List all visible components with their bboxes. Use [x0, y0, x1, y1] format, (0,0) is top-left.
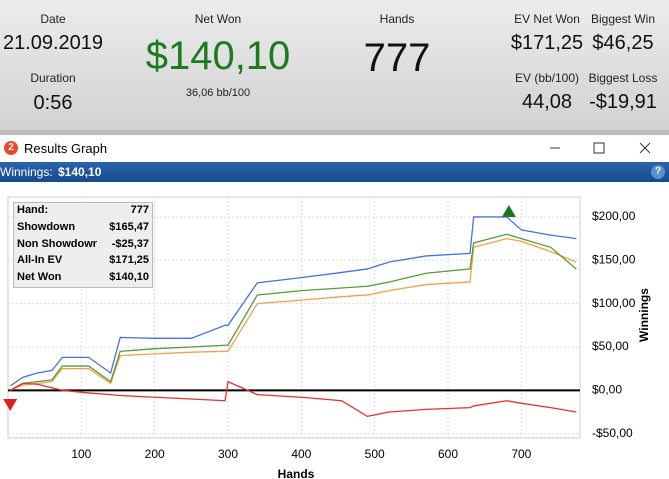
- stat-value: -$19,91: [589, 91, 657, 113]
- x-tick-label: 400: [291, 447, 311, 461]
- maximize[interactable]: [593, 142, 605, 154]
- stat-value: $140,10: [145, 34, 291, 78]
- x-tick-label: 700: [511, 447, 531, 461]
- y-axis-title: Winnings: [637, 288, 651, 342]
- summary-value: $171,25: [109, 254, 149, 267]
- stat-label: Biggest Win: [590, 12, 656, 26]
- stat-value: $171,25: [510, 32, 584, 54]
- y-tick-label: $100,00: [592, 296, 636, 310]
- y-tick-label: $150,00: [592, 252, 636, 266]
- summary-row: Showdown $165,47: [14, 220, 152, 237]
- summary-value: -$25,37: [111, 237, 149, 250]
- marker: [3, 398, 18, 411]
- toolbar-value: $140,10: [58, 165, 102, 179]
- stats-panel: Date 21.09.2019 Duration 0:56 Net Won $1…: [0, 0, 669, 130]
- window-controls[interactable]: [540, 135, 669, 162]
- stat-label: Hands: [379, 12, 415, 26]
- stat-value: 0:56: [33, 92, 73, 114]
- stat-label: Duration: [30, 71, 76, 85]
- title-bar: 2 Results Graph: [0, 135, 669, 162]
- x-tick-label: 100: [71, 447, 91, 461]
- y-tick-label: $0,00: [592, 382, 622, 396]
- x-tick-label: 600: [438, 447, 458, 461]
- window-title: Results Graph: [24, 141, 108, 156]
- summary-value: $165,47: [109, 220, 149, 233]
- toolbar-label: Winnings:: [0, 165, 53, 179]
- stat-value: 777: [363, 36, 431, 80]
- summary-row: Hand: 777: [14, 203, 152, 220]
- stat-label: EV Net Won: [514, 12, 580, 26]
- close[interactable]: [639, 142, 651, 154]
- y-tick-label: $50,00: [592, 339, 629, 353]
- stat-label: Biggest Loss: [588, 71, 658, 85]
- y-tick-label: $200,00: [592, 209, 636, 223]
- x-axis-title: Hands: [278, 467, 315, 479]
- x-tick-label: 500: [365, 447, 385, 461]
- toolbar: Winnings: $140,10 ?: [0, 162, 669, 182]
- separator: [0, 130, 669, 135]
- stat-label: Date: [40, 12, 66, 26]
- series-line: [9, 216, 577, 387]
- summary-label: All-In EV: [17, 254, 63, 267]
- x-tick-label: 300: [218, 447, 238, 461]
- series-line: [9, 233, 577, 391]
- stat-value: 44,08: [521, 91, 573, 113]
- stat-sub: 36,06 bb/100: [185, 87, 251, 99]
- stat-value: $46,25: [592, 32, 654, 54]
- summary-label: Showdown: [17, 220, 76, 233]
- stat-label: Net Won: [194, 12, 242, 26]
- summary-row: Non Showdown -$25,37: [14, 237, 152, 254]
- summary-value: 777: [130, 204, 149, 216]
- chart: Winnings Hands 100 200 300 400 500 600 700 -$50…: [3, 196, 651, 479]
- summary-table: Hand: 777 Showdown $165,47 Non Showdown -$25,…: [13, 202, 153, 288]
- x-tick-label: 200: [145, 447, 165, 461]
- summary-row: Net Won $140,10: [14, 270, 152, 287]
- summary-value: $140,10: [109, 271, 149, 284]
- stat-label: EV (bb/100): [514, 71, 580, 85]
- app-icon: 2: [4, 141, 18, 155]
- summary-label: Hand:: [17, 204, 49, 216]
- summary-label: Non Showdown: [17, 237, 97, 250]
- series-line: [9, 380, 577, 418]
- summary-row: All-In EV $171,25: [14, 253, 152, 270]
- stat-value: 21.09.2019: [2, 32, 104, 54]
- summary-label: Net Won: [17, 271, 62, 284]
- y-tick-label: -$50,00: [592, 426, 633, 440]
- marker: [501, 204, 516, 217]
- help-button[interactable]: ?: [651, 165, 665, 179]
- series-line: [9, 237, 577, 391]
